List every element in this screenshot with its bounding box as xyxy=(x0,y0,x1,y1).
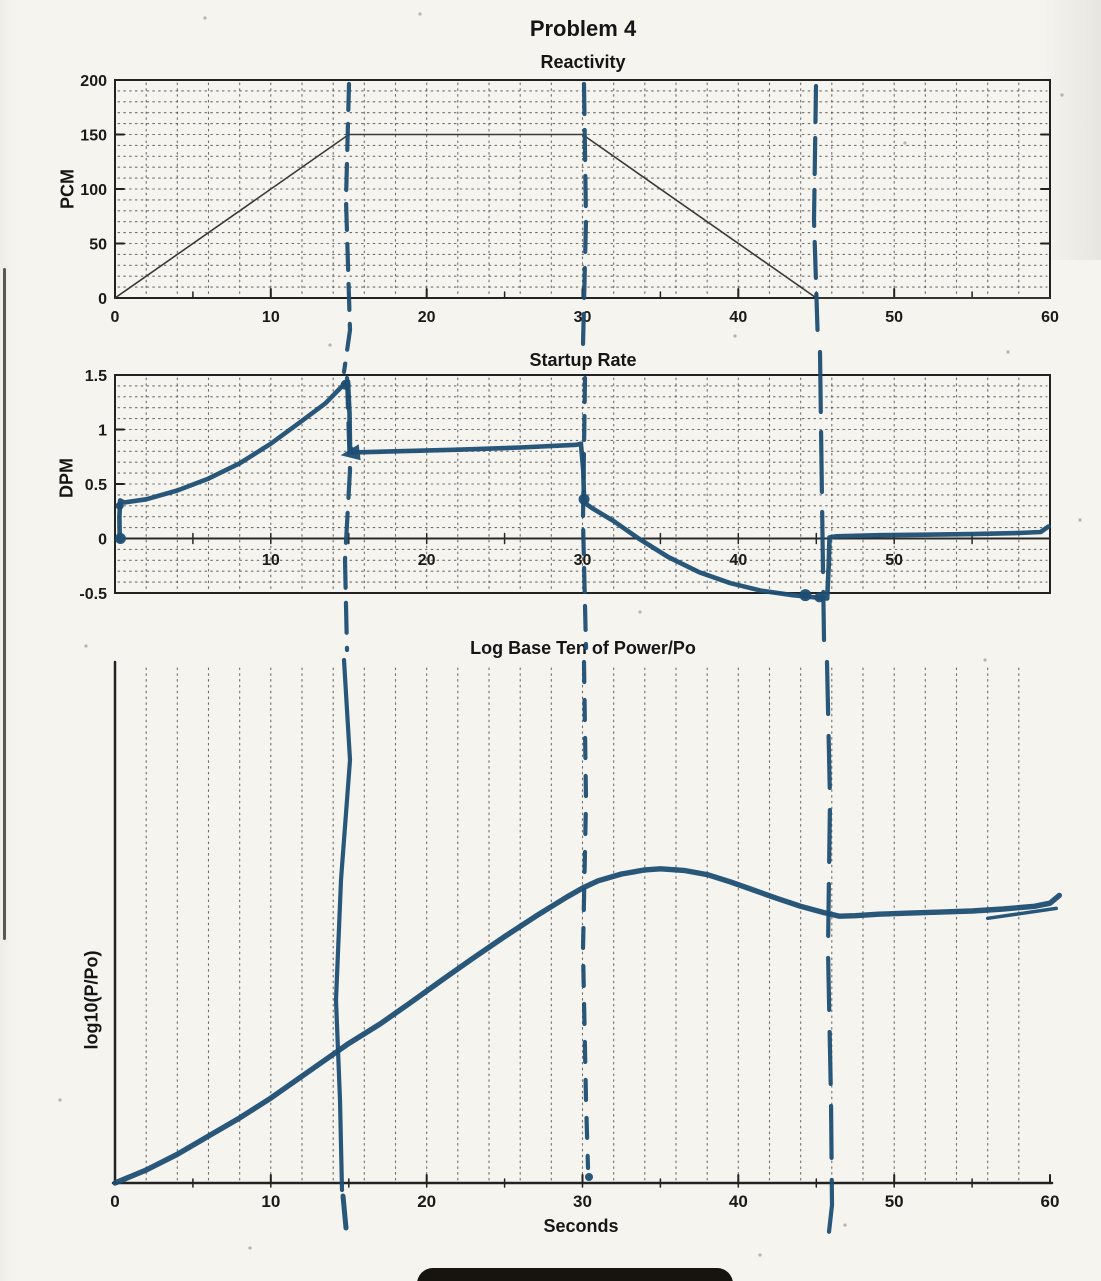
chart2-xtick-label: 50 xyxy=(885,552,903,569)
chart3-xtick-label: 50 xyxy=(885,1192,904,1211)
scan-edge-artifact xyxy=(3,268,6,940)
scan-speckle xyxy=(248,1246,252,1250)
chart1-ylabel: PCM xyxy=(57,169,78,209)
chart2-ytick-label: 0 xyxy=(98,532,107,549)
chart2-xtick-label: 40 xyxy=(729,552,747,569)
chart1-xtick-label: 50 xyxy=(885,309,903,326)
scan-speckle xyxy=(983,658,987,662)
scan-speckle xyxy=(1006,350,1010,354)
chart2-xtick-label: 30 xyxy=(574,552,592,569)
scan-corner-shade xyxy=(1041,0,1101,260)
chart3-xtick-label: 0 xyxy=(110,1192,119,1211)
chart1-xtick-label: 40 xyxy=(729,309,747,326)
marker-line-30s-end-dot xyxy=(585,1173,593,1181)
reactivity-line xyxy=(114,133,1051,299)
chart1-ytick-label: 50 xyxy=(89,237,107,254)
chart1-xtick-label: 30 xyxy=(574,309,592,326)
chart1-xtick-label: 20 xyxy=(418,309,436,326)
scan-speckle xyxy=(843,1223,847,1227)
chart2-ytick-label: -0.5 xyxy=(79,586,107,603)
scan-speckle xyxy=(203,16,207,20)
chart2-ytick-label: 1.5 xyxy=(85,368,107,385)
marker-line-30s xyxy=(580,375,589,651)
chart3-xtick-label: 60 xyxy=(1041,1192,1060,1211)
marker-line-30s xyxy=(580,659,591,1171)
startup-rate-ink-dot xyxy=(578,493,590,505)
scan-speckle xyxy=(733,334,737,338)
scan-speckle xyxy=(84,644,88,648)
marker-line-46s xyxy=(811,83,821,348)
chart1-xtick-label: 60 xyxy=(1041,309,1059,326)
chart2-xtick-label: 10 xyxy=(262,552,280,569)
chart1-title: Reactivity xyxy=(540,52,626,72)
scan-speckle xyxy=(328,343,332,347)
chart1-ytick-label: 0 xyxy=(98,291,107,308)
chart3-ylabel: log10(P/Po) xyxy=(81,950,102,1050)
log-power-curve xyxy=(112,866,1062,1186)
chart3-xtick-label: 30 xyxy=(573,1192,592,1211)
chart1-frame xyxy=(114,79,1051,299)
marker-line-46s xyxy=(824,659,835,1235)
chart3-xtick-label: 10 xyxy=(261,1192,280,1211)
chart2-xtick-label: 20 xyxy=(418,552,436,569)
startup-rate-ink-dot xyxy=(340,379,351,390)
startup-rate-ink-dot xyxy=(114,533,126,544)
chart1-xtick-label: 0 xyxy=(111,309,120,326)
marker-line-15s xyxy=(341,81,353,375)
chart1-xtick-label: 10 xyxy=(262,309,280,326)
page-title: Problem 4 xyxy=(529,16,637,41)
startup-rate-ink-dot xyxy=(799,589,812,602)
scan-speckle xyxy=(638,610,642,614)
startup-rate-ink-dot xyxy=(115,501,124,510)
chart2-ytick-label: 0.5 xyxy=(85,477,107,494)
marker-line-15s-below-axis xyxy=(340,1193,349,1231)
chart2-ytick-label: 1 xyxy=(98,423,107,440)
marker-line-15s xyxy=(333,657,353,1193)
scan-speckle xyxy=(58,1098,62,1102)
chart1-ytick-label: 150 xyxy=(80,128,107,145)
marker-line-30s xyxy=(580,81,589,348)
scan-speckle xyxy=(758,1253,762,1257)
startup-rate-ink-dot xyxy=(814,592,825,603)
chart2-ylabel: DPM xyxy=(56,458,77,498)
scan-speckle xyxy=(1078,518,1082,522)
scan-speckle xyxy=(418,12,422,16)
chart3-title: Log Base Ten of Power/Po xyxy=(470,638,696,658)
log-power-extra-stroke xyxy=(985,906,1058,921)
marker-line-15s xyxy=(342,375,353,653)
chart3-xlabel: Seconds xyxy=(543,1216,619,1236)
startup-rate-arrowhead xyxy=(340,444,361,461)
bottom-black-bar xyxy=(417,1268,733,1281)
chart2-title: Startup Rate xyxy=(529,350,637,370)
chart1-ytick-label: 200 xyxy=(80,73,107,90)
marker-line-46s xyxy=(817,349,827,643)
scan-speckle xyxy=(903,141,907,145)
chart3-xtick-label: 20 xyxy=(417,1192,436,1211)
chart2-frame xyxy=(114,374,1051,594)
chart3-xtick-label: 40 xyxy=(729,1192,748,1211)
startup-rate-curve xyxy=(117,379,1051,601)
chart1-ytick-label: 100 xyxy=(80,182,107,199)
